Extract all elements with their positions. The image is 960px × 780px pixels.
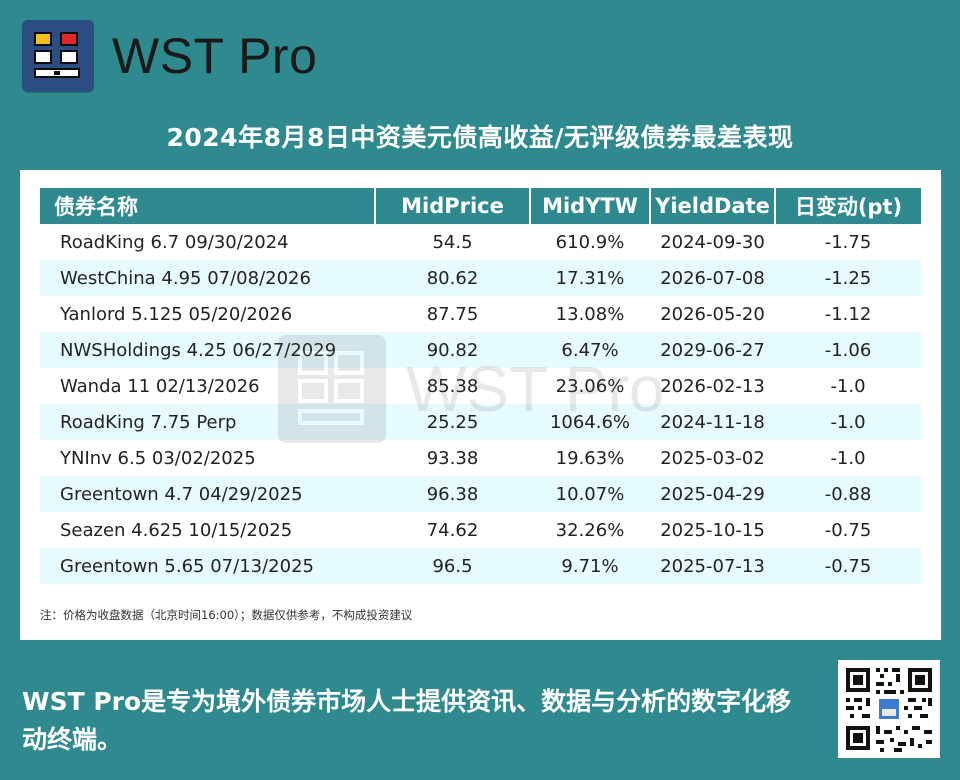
header-yield-date[interactable]: YieldDate	[650, 188, 776, 224]
cell-yield-date: 2026-02-13	[650, 368, 775, 404]
cell-daily-change: -0.75	[775, 548, 921, 584]
brand-header: WST Pro	[22, 20, 317, 92]
cell-mid-ytw: 1064.6%	[530, 404, 650, 440]
table-panel: 债券名称 MidPrice MidYTW YieldDate 日变动(pt) R…	[20, 170, 941, 640]
cell-mid-ytw: 17.31%	[530, 260, 650, 296]
cell-bond-name: Greentown 4.7 04/29/2025	[40, 476, 375, 512]
cell-mid-ytw: 9.71%	[530, 548, 650, 584]
cell-mid-ytw: 13.08%	[530, 296, 650, 332]
cell-mid-ytw: 23.06%	[530, 368, 650, 404]
header-bond-name[interactable]: 债券名称	[40, 188, 376, 224]
cell-bond-name: YNInv 6.5 03/02/2025	[40, 440, 375, 476]
cell-daily-change: -1.25	[775, 260, 921, 296]
cell-yield-date: 2026-05-20	[650, 296, 775, 332]
cell-mid-ytw: 32.26%	[530, 512, 650, 548]
cell-bond-name: Yanlord 5.125 05/20/2026	[40, 296, 375, 332]
table-row: WestChina 4.95 07/08/2026 80.62 17.31% 2…	[40, 260, 921, 296]
cell-daily-change: -1.06	[775, 332, 921, 368]
cell-mid-ytw: 6.47%	[530, 332, 650, 368]
header-mid-ytw[interactable]: MidYTW	[530, 188, 651, 224]
cell-daily-change: -1.0	[775, 440, 921, 476]
cell-bond-name: Seazen 4.625 10/15/2025	[40, 512, 375, 548]
cell-yield-date: 2025-10-15	[650, 512, 775, 548]
cell-bond-name: Wanda 11 02/13/2026	[40, 368, 375, 404]
cell-yield-date: 2029-06-27	[650, 332, 775, 368]
table-row: Wanda 11 02/13/2026 85.38 23.06% 2026-02…	[40, 368, 921, 404]
footnote: 注：价格为收盘数据（北京时间16:00）；数据仅供参考，不构成投资建议	[40, 608, 413, 622]
cell-mid-price: 85.38	[375, 368, 530, 404]
table-row: YNInv 6.5 03/02/2025 93.38 19.63% 2025-0…	[40, 440, 921, 476]
cell-mid-price: 87.75	[375, 296, 530, 332]
wst-pro-logo-icon	[22, 20, 94, 92]
brand-name: WST Pro	[112, 28, 318, 84]
cell-daily-change: -1.75	[775, 224, 921, 260]
table-row: Yanlord 5.125 05/20/2026 87.75 13.08% 20…	[40, 296, 921, 332]
cell-daily-change: -0.88	[775, 476, 921, 512]
cell-bond-name: Greentown 5.65 07/13/2025	[40, 548, 375, 584]
table-row: Greentown 5.65 07/13/2025 96.5 9.71% 202…	[40, 548, 921, 584]
cell-daily-change: -0.75	[775, 512, 921, 548]
cell-mid-price: 93.38	[375, 440, 530, 476]
cell-bond-name: WestChina 4.95 07/08/2026	[40, 260, 375, 296]
cell-daily-change: -1.0	[775, 404, 921, 440]
cell-mid-price: 90.82	[375, 332, 530, 368]
header-daily-change[interactable]: 日变动(pt)	[775, 188, 921, 224]
cell-yield-date: 2026-07-08	[650, 260, 775, 296]
cell-bond-name: RoadKing 7.75 Perp	[40, 404, 375, 440]
table-header-row: 债券名称 MidPrice MidYTW YieldDate 日变动(pt)	[40, 188, 921, 224]
cell-yield-date: 2025-03-02	[650, 440, 775, 476]
cell-daily-change: -1.0	[775, 368, 921, 404]
slogan: WST Pro是专为境外债券市场人士提供资讯、数据与分析的数字化移动终端。	[22, 687, 792, 754]
table-row: Seazen 4.625 10/15/2025 74.62 32.26% 202…	[40, 512, 921, 548]
bond-table: 债券名称 MidPrice MidYTW YieldDate 日变动(pt) R…	[40, 188, 921, 584]
qr-code-icon[interactable]	[838, 660, 940, 758]
cell-mid-price: 54.5	[375, 224, 530, 260]
cell-yield-date: 2025-07-13	[650, 548, 775, 584]
cell-daily-change: -1.12	[775, 296, 921, 332]
cell-yield-date: 2024-09-30	[650, 224, 775, 260]
cell-mid-price: 96.5	[375, 548, 530, 584]
cell-mid-price: 80.62	[375, 260, 530, 296]
page-title: 2024年8月8日中资美元债高收益/无评级债券最差表现	[166, 123, 794, 152]
cell-yield-date: 2024-11-18	[650, 404, 775, 440]
table-row: RoadKing 7.75 Perp 25.25 1064.6% 2024-11…	[40, 404, 921, 440]
cell-mid-price: 25.25	[375, 404, 530, 440]
cell-mid-price: 74.62	[375, 512, 530, 548]
cell-mid-ytw: 610.9%	[530, 224, 650, 260]
cell-bond-name: RoadKing 6.7 09/30/2024	[40, 224, 375, 260]
table-row: RoadKing 6.7 09/30/2024 54.5 610.9% 2024…	[40, 224, 921, 260]
cell-yield-date: 2025-04-29	[650, 476, 775, 512]
table-row: Greentown 4.7 04/29/2025 96.38 10.07% 20…	[40, 476, 921, 512]
cell-bond-name: NWSHoldings 4.25 06/27/2029	[40, 332, 375, 368]
cell-mid-price: 96.38	[375, 476, 530, 512]
cell-mid-ytw: 19.63%	[530, 440, 650, 476]
cell-mid-ytw: 10.07%	[530, 476, 650, 512]
header-mid-price[interactable]: MidPrice	[375, 188, 531, 224]
table-row: NWSHoldings 4.25 06/27/2029 90.82 6.47% …	[40, 332, 921, 368]
